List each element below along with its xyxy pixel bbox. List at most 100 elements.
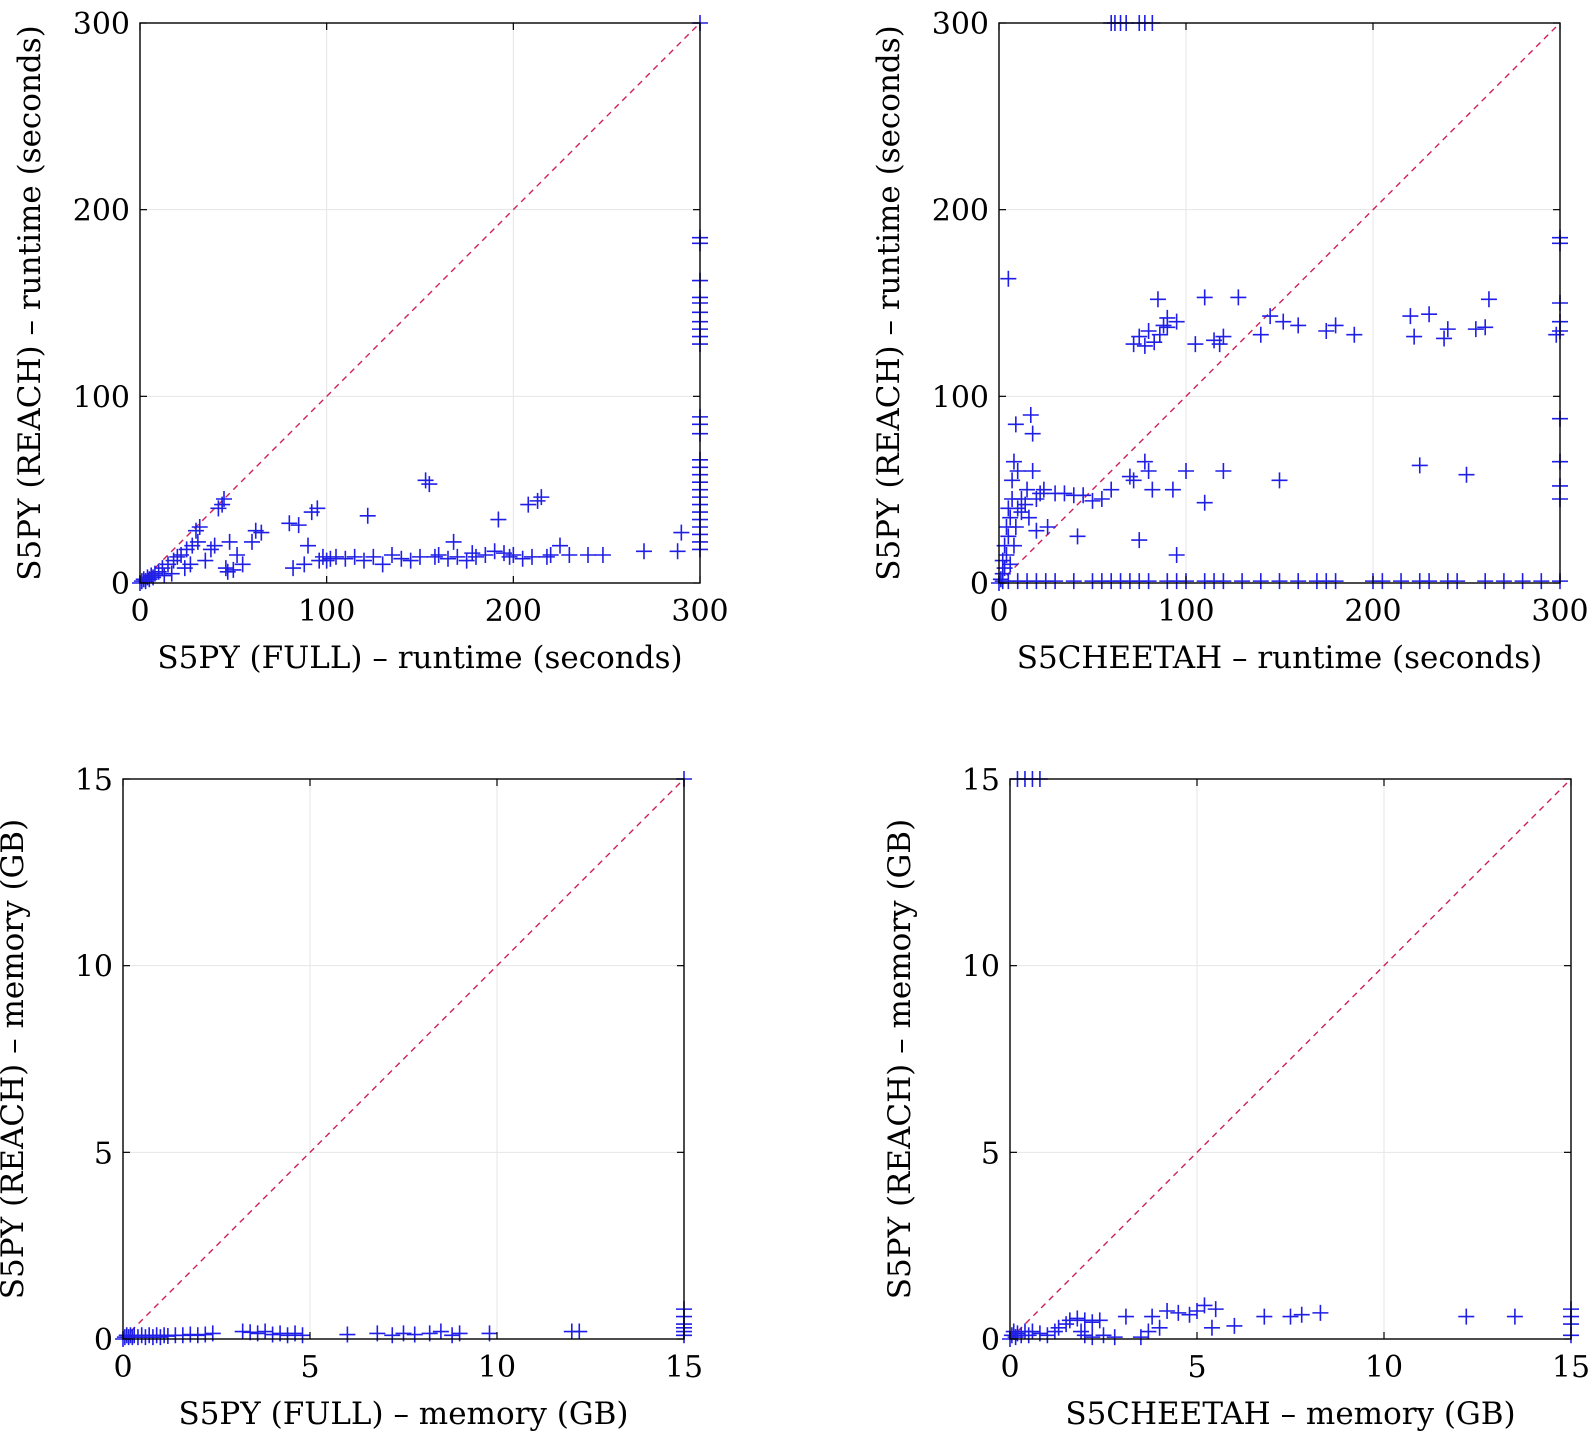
data-point bbox=[673, 524, 690, 541]
data-point bbox=[242, 1324, 259, 1341]
data-point bbox=[206, 537, 223, 554]
data-point bbox=[1458, 1308, 1475, 1325]
x-tick-label: 5 bbox=[300, 1350, 319, 1385]
y-tick-label: 300 bbox=[932, 7, 989, 42]
y-tick-label: 5 bbox=[94, 1136, 113, 1171]
x-tick-label: 300 bbox=[1531, 594, 1588, 629]
data-point bbox=[225, 561, 242, 578]
data-point bbox=[244, 533, 260, 550]
data-point bbox=[1091, 1312, 1108, 1329]
x-tick-label: 200 bbox=[485, 594, 542, 629]
data-point bbox=[1406, 328, 1423, 345]
data-point bbox=[1002, 509, 1019, 526]
data-point bbox=[290, 517, 307, 534]
data-point bbox=[210, 500, 227, 517]
data-point bbox=[1009, 463, 1026, 479]
x-tick-label: 10 bbox=[1365, 1350, 1403, 1385]
data-point bbox=[1346, 326, 1363, 343]
data-point bbox=[1039, 519, 1056, 535]
data-point bbox=[1076, 1312, 1093, 1329]
data-point bbox=[412, 548, 428, 565]
data-point bbox=[1514, 573, 1531, 590]
data-point bbox=[1393, 573, 1410, 590]
data-point bbox=[1140, 1323, 1157, 1340]
data-point bbox=[520, 496, 537, 513]
data-point bbox=[229, 547, 246, 563]
x-tick-label: 200 bbox=[1344, 594, 1401, 629]
data-point bbox=[1075, 487, 1092, 504]
data-point bbox=[580, 547, 596, 563]
data-point bbox=[1252, 573, 1269, 590]
data-point bbox=[384, 547, 400, 563]
data-point bbox=[1007, 519, 1024, 535]
data-point bbox=[1125, 472, 1142, 489]
data-point bbox=[1290, 317, 1307, 334]
data-point bbox=[636, 543, 652, 560]
data-point bbox=[1121, 468, 1138, 485]
data-point bbox=[234, 556, 251, 573]
data-point bbox=[393, 550, 410, 567]
data-point bbox=[524, 548, 540, 565]
data-point bbox=[561, 547, 578, 563]
data-point bbox=[594, 547, 611, 563]
y-axis-label: S5PY (REACH) – memory (GB) bbox=[882, 819, 918, 1299]
data-point bbox=[998, 547, 1015, 563]
data-point bbox=[1093, 491, 1110, 507]
data-point bbox=[294, 1327, 311, 1344]
data-point bbox=[552, 537, 568, 554]
data-point bbox=[300, 537, 316, 554]
data-point bbox=[669, 543, 686, 560]
chart-panel-1: 0 100 200 300 0 100 200 300 S5PY (FULL) – runtim… bbox=[12, 7, 729, 676]
data-point bbox=[1178, 463, 1194, 479]
data-point bbox=[1073, 1323, 1090, 1340]
data-point bbox=[1106, 1329, 1123, 1346]
data-point bbox=[1312, 1304, 1329, 1321]
x-axis-label: S5CHEETAH – runtime (seconds) bbox=[1017, 640, 1543, 676]
y-tick-label: 15 bbox=[75, 763, 113, 798]
plot-frame bbox=[998, 22, 1561, 584]
y-tick-label: 0 bbox=[94, 1323, 113, 1358]
data-point bbox=[328, 548, 344, 565]
x-tick-label: 5 bbox=[1187, 1350, 1206, 1385]
data-point bbox=[477, 547, 494, 563]
data-point bbox=[197, 552, 214, 569]
data-point bbox=[426, 548, 443, 565]
data-point bbox=[1271, 472, 1288, 489]
data-point bbox=[1252, 326, 1269, 343]
data-point bbox=[1069, 528, 1086, 545]
data-point bbox=[1327, 573, 1344, 590]
data-point bbox=[1117, 1308, 1134, 1325]
data-point bbox=[1256, 1308, 1273, 1325]
y-tick-label: 300 bbox=[73, 7, 130, 42]
data-point bbox=[1458, 466, 1475, 483]
data-point bbox=[1047, 573, 1064, 590]
data-point bbox=[1436, 330, 1453, 347]
y-tick-label: 200 bbox=[73, 194, 130, 229]
data-point bbox=[163, 565, 180, 582]
data-point bbox=[1159, 1303, 1176, 1319]
data-point bbox=[1069, 1310, 1086, 1327]
data-point bbox=[1271, 573, 1288, 590]
data-point bbox=[1402, 308, 1419, 325]
data-point bbox=[1196, 494, 1213, 511]
diagonal-line bbox=[122, 778, 685, 1340]
data-point bbox=[279, 1327, 296, 1344]
data-point bbox=[1046, 1323, 1063, 1340]
data-point bbox=[464, 545, 481, 562]
data-point bbox=[1506, 1308, 1523, 1325]
data-point bbox=[1495, 573, 1512, 590]
data-point bbox=[501, 548, 518, 565]
data-point bbox=[1234, 573, 1251, 590]
y-axis-label: S5PY (REACH) – runtime (seconds) bbox=[12, 25, 48, 581]
data-point bbox=[1095, 1327, 1112, 1344]
data-point bbox=[430, 547, 447, 563]
data-point bbox=[285, 560, 302, 577]
data-point bbox=[156, 567, 173, 584]
data-point bbox=[1032, 485, 1049, 502]
data-point bbox=[440, 550, 456, 567]
data-point bbox=[296, 556, 313, 573]
data-point bbox=[444, 1327, 461, 1344]
data-point bbox=[533, 489, 550, 506]
data-point bbox=[346, 548, 363, 565]
data-point bbox=[1061, 1312, 1078, 1329]
